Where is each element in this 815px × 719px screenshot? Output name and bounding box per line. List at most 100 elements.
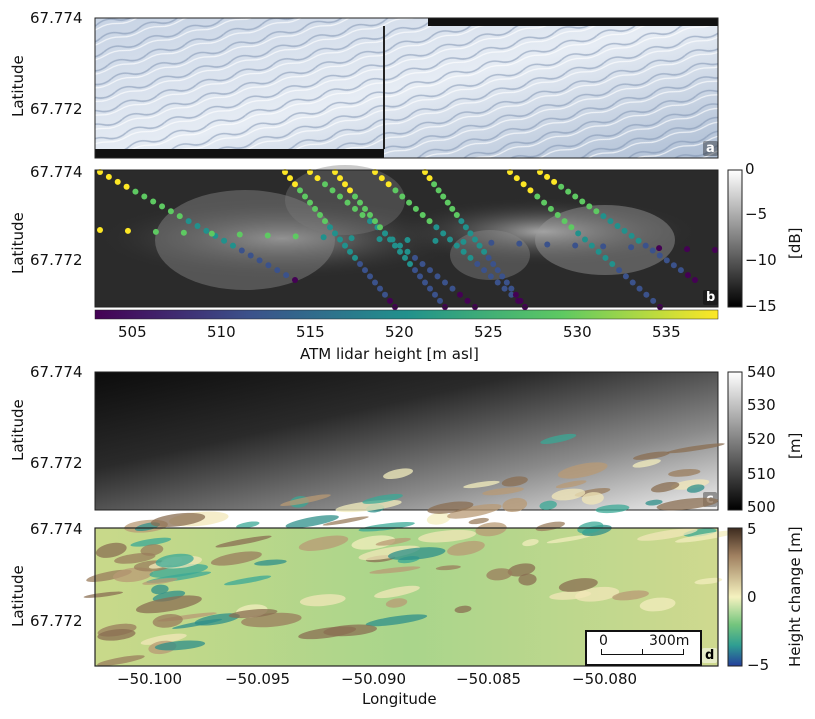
- height-change-blob: [632, 459, 661, 468]
- panel-d-ytick-bottom: 67.772: [30, 612, 83, 630]
- xtick-4: −50.080: [572, 670, 638, 688]
- lidar-point: [433, 224, 440, 231]
- height-change-blob: [375, 537, 411, 546]
- lidar-point: [367, 273, 373, 280]
- height-change-blob: [502, 497, 528, 513]
- lidar-point: [265, 262, 272, 269]
- height-change-blob: [558, 578, 598, 592]
- h-cbar-tick-535: 535: [652, 323, 681, 341]
- lidar-point: [490, 261, 497, 268]
- scalebar-end: 300m: [649, 633, 690, 649]
- lidar-point: [508, 291, 515, 298]
- height-change-blob: [152, 614, 183, 628]
- lidar-point: [185, 218, 192, 225]
- lidar-point: [352, 205, 358, 212]
- panel-d-cbar-label: Height change [m]: [786, 526, 804, 667]
- lidar-point: [488, 239, 495, 246]
- h-cbar-tick-530: 530: [563, 323, 592, 341]
- lidar-point: [460, 238, 467, 245]
- height-change-blob: [557, 462, 608, 479]
- lidar-point: [412, 267, 418, 274]
- height-change-blob: [694, 577, 723, 585]
- xtick-1: −50.095: [225, 670, 291, 688]
- lidar-point: [264, 232, 271, 239]
- lidar-point: [422, 279, 428, 286]
- lidar-point: [322, 181, 328, 188]
- lidar-point: [616, 267, 623, 274]
- panel-a-letter: a: [703, 141, 718, 156]
- lidar-point: [464, 297, 471, 304]
- lidar-point: [399, 193, 406, 200]
- lidar-point: [426, 218, 433, 225]
- panel-b-cbar-tick-1: −5: [745, 205, 768, 223]
- lidar-point: [462, 224, 469, 231]
- height-change-blob: [172, 618, 223, 629]
- height-change-blob: [383, 468, 414, 480]
- height-change-blob: [97, 629, 136, 641]
- height-change-blob: [686, 484, 705, 493]
- lidar-point: [453, 242, 460, 249]
- height-change-blob: [675, 530, 739, 543]
- lidar-point: [508, 285, 515, 292]
- lidar-point: [302, 193, 308, 200]
- lidar-point: [457, 291, 463, 298]
- lidar-point: [650, 297, 657, 304]
- lidar-point: [378, 175, 385, 182]
- lidar-point: [572, 193, 579, 200]
- height-change-blob: [151, 584, 169, 595]
- panel-c-cbar-tick-520: 520: [747, 430, 776, 448]
- lidar-point: [320, 234, 327, 241]
- lidar-point: [427, 267, 433, 274]
- panel-c-heatmap: [94, 371, 719, 511]
- lidar-point: [427, 285, 433, 292]
- lidar-point: [432, 237, 439, 244]
- lidar-point: [307, 199, 313, 206]
- panel-a-ylabel: Latitude: [9, 55, 27, 117]
- lidar-point: [337, 193, 343, 200]
- lidar-point: [444, 199, 451, 206]
- panel-c-ytick-bottom: 67.772: [30, 454, 83, 472]
- lidar-point: [397, 248, 403, 255]
- lidar-point: [513, 175, 520, 182]
- panel-a-image: [94, 17, 719, 159]
- lidar-point: [342, 242, 348, 249]
- lidar-point: [487, 273, 494, 280]
- height-change-blob: [112, 567, 153, 583]
- scalebar-tick-right: [683, 649, 684, 655]
- panel-b-plot: [94, 165, 719, 310]
- lidar-point: [322, 218, 328, 225]
- lidar-point: [712, 247, 718, 253]
- height-change-blob: [418, 529, 476, 543]
- lidar-point: [551, 178, 558, 185]
- lidar-point: [392, 242, 398, 249]
- scalebar-tick-mid: [642, 649, 643, 655]
- lidar-point: [449, 285, 456, 292]
- height-change-blob: [210, 551, 262, 566]
- lidar-point: [593, 208, 600, 215]
- height-change-blob: [575, 586, 620, 602]
- lidar-point: [124, 227, 131, 234]
- lidar-point: [406, 199, 413, 206]
- lidar-point: [628, 244, 635, 251]
- height-change-blob: [130, 537, 172, 547]
- lidar-point: [499, 273, 506, 280]
- lidar-point: [579, 198, 586, 205]
- panel-b-ytick-top: 67.774: [30, 163, 83, 181]
- height-change-blob: [152, 590, 186, 602]
- lidar-point: [474, 261, 481, 268]
- height-change-blob: [388, 547, 446, 561]
- height-change-blob: [507, 563, 536, 577]
- lidar-point: [344, 199, 351, 206]
- lidar-point: [435, 187, 442, 194]
- lidar-point: [449, 205, 456, 212]
- lidar-point: [372, 218, 378, 225]
- lidar-point: [467, 254, 474, 261]
- lidar-point: [684, 246, 691, 253]
- panel-b-cbar-tick-0: 0: [745, 160, 755, 178]
- height-change-blob: [369, 566, 421, 574]
- panel-d: Latitude 67.774 67.772 0 300m d: [0, 433, 815, 719]
- height-change-blob: [351, 535, 396, 550]
- height-change-blob: [482, 487, 524, 496]
- height-change-blob: [535, 521, 565, 532]
- height-change-blob: [114, 552, 156, 564]
